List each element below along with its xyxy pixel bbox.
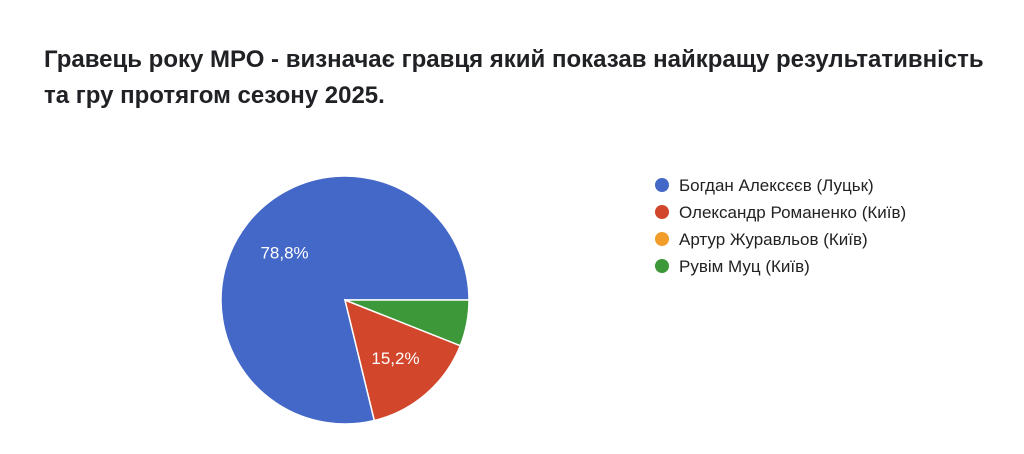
legend-label[interactable]: Рувім Муц (Київ): [679, 257, 810, 276]
pie-slice[interactable]: [220, 175, 470, 425]
legend-swatch: [655, 205, 669, 219]
legend-label[interactable]: Артур Журавльов (Київ): [679, 230, 868, 249]
legend-swatch: [655, 232, 669, 246]
pie-slice[interactable]: [343, 298, 462, 422]
pie-slices: [220, 175, 470, 425]
slice-data-label: 15,2%: [371, 349, 419, 368]
pie-slice[interactable]: [344, 299, 470, 347]
slice-data-label: 78,8%: [260, 243, 308, 262]
legend-swatch: [655, 259, 669, 273]
chart-title: Гравець року МРО - визначає гравця який …: [44, 46, 984, 109]
pie-slice-labels: 78,8% 15,2%: [260, 243, 419, 367]
legend: Богдан Алексєєв (Луцьк) Олександр Романен…: [655, 176, 906, 276]
legend-swatch: [655, 178, 669, 192]
legend-label[interactable]: Богдан Алексєєв (Луцьк): [679, 176, 874, 195]
legend-label[interactable]: Олександр Романенко (Київ): [679, 203, 906, 222]
